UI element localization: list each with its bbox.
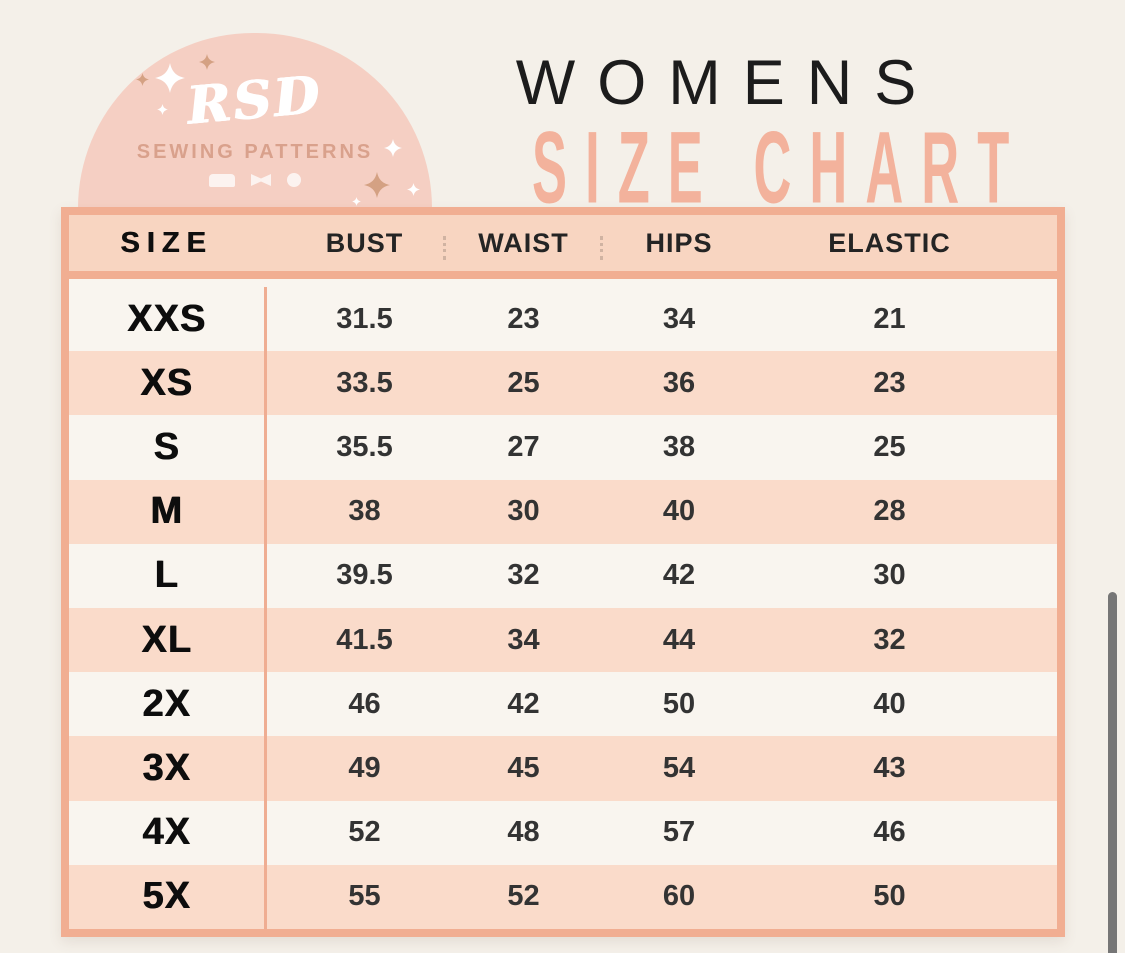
bust-value: 46	[348, 687, 381, 720]
waist-value: 23	[507, 302, 540, 335]
hips-value: 40	[662, 495, 696, 528]
table-row: XL 41.5 34 44 32	[69, 608, 1057, 673]
waist-value: 25	[507, 366, 540, 399]
size-label: 5X	[142, 875, 191, 918]
elastic-value: 50	[873, 880, 906, 913]
column-header-hips: HIPS	[645, 227, 713, 258]
brand-icon-row	[78, 173, 432, 187]
hips-value: 36	[662, 366, 696, 399]
brand-logo-text: RSD	[185, 64, 325, 137]
bust-value: 38	[348, 495, 381, 528]
sparkle-icon	[352, 197, 361, 206]
table-header-row: SIZE BUST WAIST HIPS ELASTIC	[69, 215, 1057, 279]
header-divider-dots	[600, 236, 603, 260]
elastic-value: 40	[873, 687, 906, 720]
bow-icon	[251, 174, 271, 186]
table-body: XXS 31.5 23 34 21 XS 33.5 25 36 23 S 35.…	[69, 287, 1057, 930]
table-row: M 38 30 40 28	[69, 479, 1057, 544]
table-row: L 39.5 32 42 30	[69, 543, 1057, 609]
scrollbar-thumb[interactable]	[1108, 592, 1117, 953]
hips-value: 50	[662, 687, 696, 720]
page-title-line1: WOMENS	[515, 48, 939, 118]
elastic-value: 25	[873, 431, 906, 463]
sparkle-icon	[157, 104, 168, 115]
column-header-elastic: ELASTIC	[828, 227, 951, 258]
waist-value: 52	[507, 880, 540, 913]
waist-value: 30	[507, 495, 540, 528]
waist-value: 42	[507, 687, 540, 720]
elastic-value: 23	[873, 366, 906, 399]
table-row: 4X 52 48 57 46	[69, 800, 1057, 865]
page-title-line2: SIZE CHART	[532, 109, 1028, 225]
waist-value: 48	[507, 816, 540, 849]
table-row: XS 33.5 25 36 23	[69, 351, 1057, 416]
column-header-bust: BUST	[325, 227, 404, 258]
sparkle-icon	[384, 139, 402, 157]
bust-value: 55	[348, 880, 381, 913]
hips-value: 54	[662, 752, 696, 785]
elastic-value: 46	[873, 816, 906, 849]
size-label: 3X	[142, 747, 191, 790]
hips-value: 42	[662, 559, 696, 592]
bust-value: 52	[348, 816, 381, 849]
size-column-divider	[264, 287, 267, 929]
bust-value: 39.5	[336, 559, 393, 592]
hips-value: 60	[662, 880, 696, 913]
brand-subtitle: SEWING PATTERNS	[136, 141, 374, 163]
sparkle-icon	[199, 54, 215, 70]
thread-spool-icon	[287, 173, 301, 187]
bust-value: 33.5	[336, 366, 393, 399]
header-divider-dots	[443, 236, 446, 260]
column-header-waist: WAIST	[478, 227, 569, 258]
hips-value: 44	[662, 623, 696, 656]
table-row: XXS 31.5 23 34 21	[69, 287, 1057, 352]
bust-value: 31.5	[336, 302, 393, 335]
size-label: 4X	[142, 811, 191, 854]
elastic-value: 30	[873, 559, 906, 592]
size-label: XS	[140, 361, 193, 404]
hips-value: 57	[662, 816, 696, 849]
size-label: XL	[141, 618, 192, 661]
size-label: L	[154, 554, 179, 597]
size-label: M	[150, 490, 183, 533]
elastic-value: 21	[873, 302, 906, 335]
bust-value: 49	[348, 752, 381, 785]
elastic-value: 28	[873, 495, 906, 528]
column-header-size: SIZE	[120, 226, 213, 259]
size-label: 2X	[142, 682, 191, 725]
table-row: S 35.5 27 38 25	[69, 415, 1057, 480]
sparkle-icon	[364, 172, 390, 198]
waist-value: 34	[507, 623, 540, 656]
elastic-value: 43	[873, 752, 906, 785]
sewing-machine-icon	[209, 173, 235, 187]
size-label: S	[153, 426, 180, 468]
bust-value: 41.5	[336, 623, 393, 656]
hips-value: 38	[662, 431, 696, 463]
sparkle-icon	[155, 63, 185, 93]
size-chart-table: SIZE BUST WAIST HIPS ELASTIC XXS 31.5 23…	[61, 207, 1065, 937]
table-row: 2X 46 42 50 40	[69, 672, 1057, 737]
bust-value: 35.5	[336, 431, 393, 463]
table-row: 3X 49 45 54 43	[69, 736, 1057, 801]
sparkle-icon	[407, 183, 420, 196]
table-row: 5X 55 52 60 50	[69, 864, 1057, 930]
hips-value: 34	[662, 302, 696, 335]
waist-value: 27	[507, 431, 540, 463]
waist-value: 45	[507, 752, 540, 785]
sparkle-icon	[136, 73, 149, 86]
waist-value: 32	[507, 559, 540, 592]
size-label: XXS	[126, 297, 207, 340]
elastic-value: 32	[873, 623, 906, 656]
